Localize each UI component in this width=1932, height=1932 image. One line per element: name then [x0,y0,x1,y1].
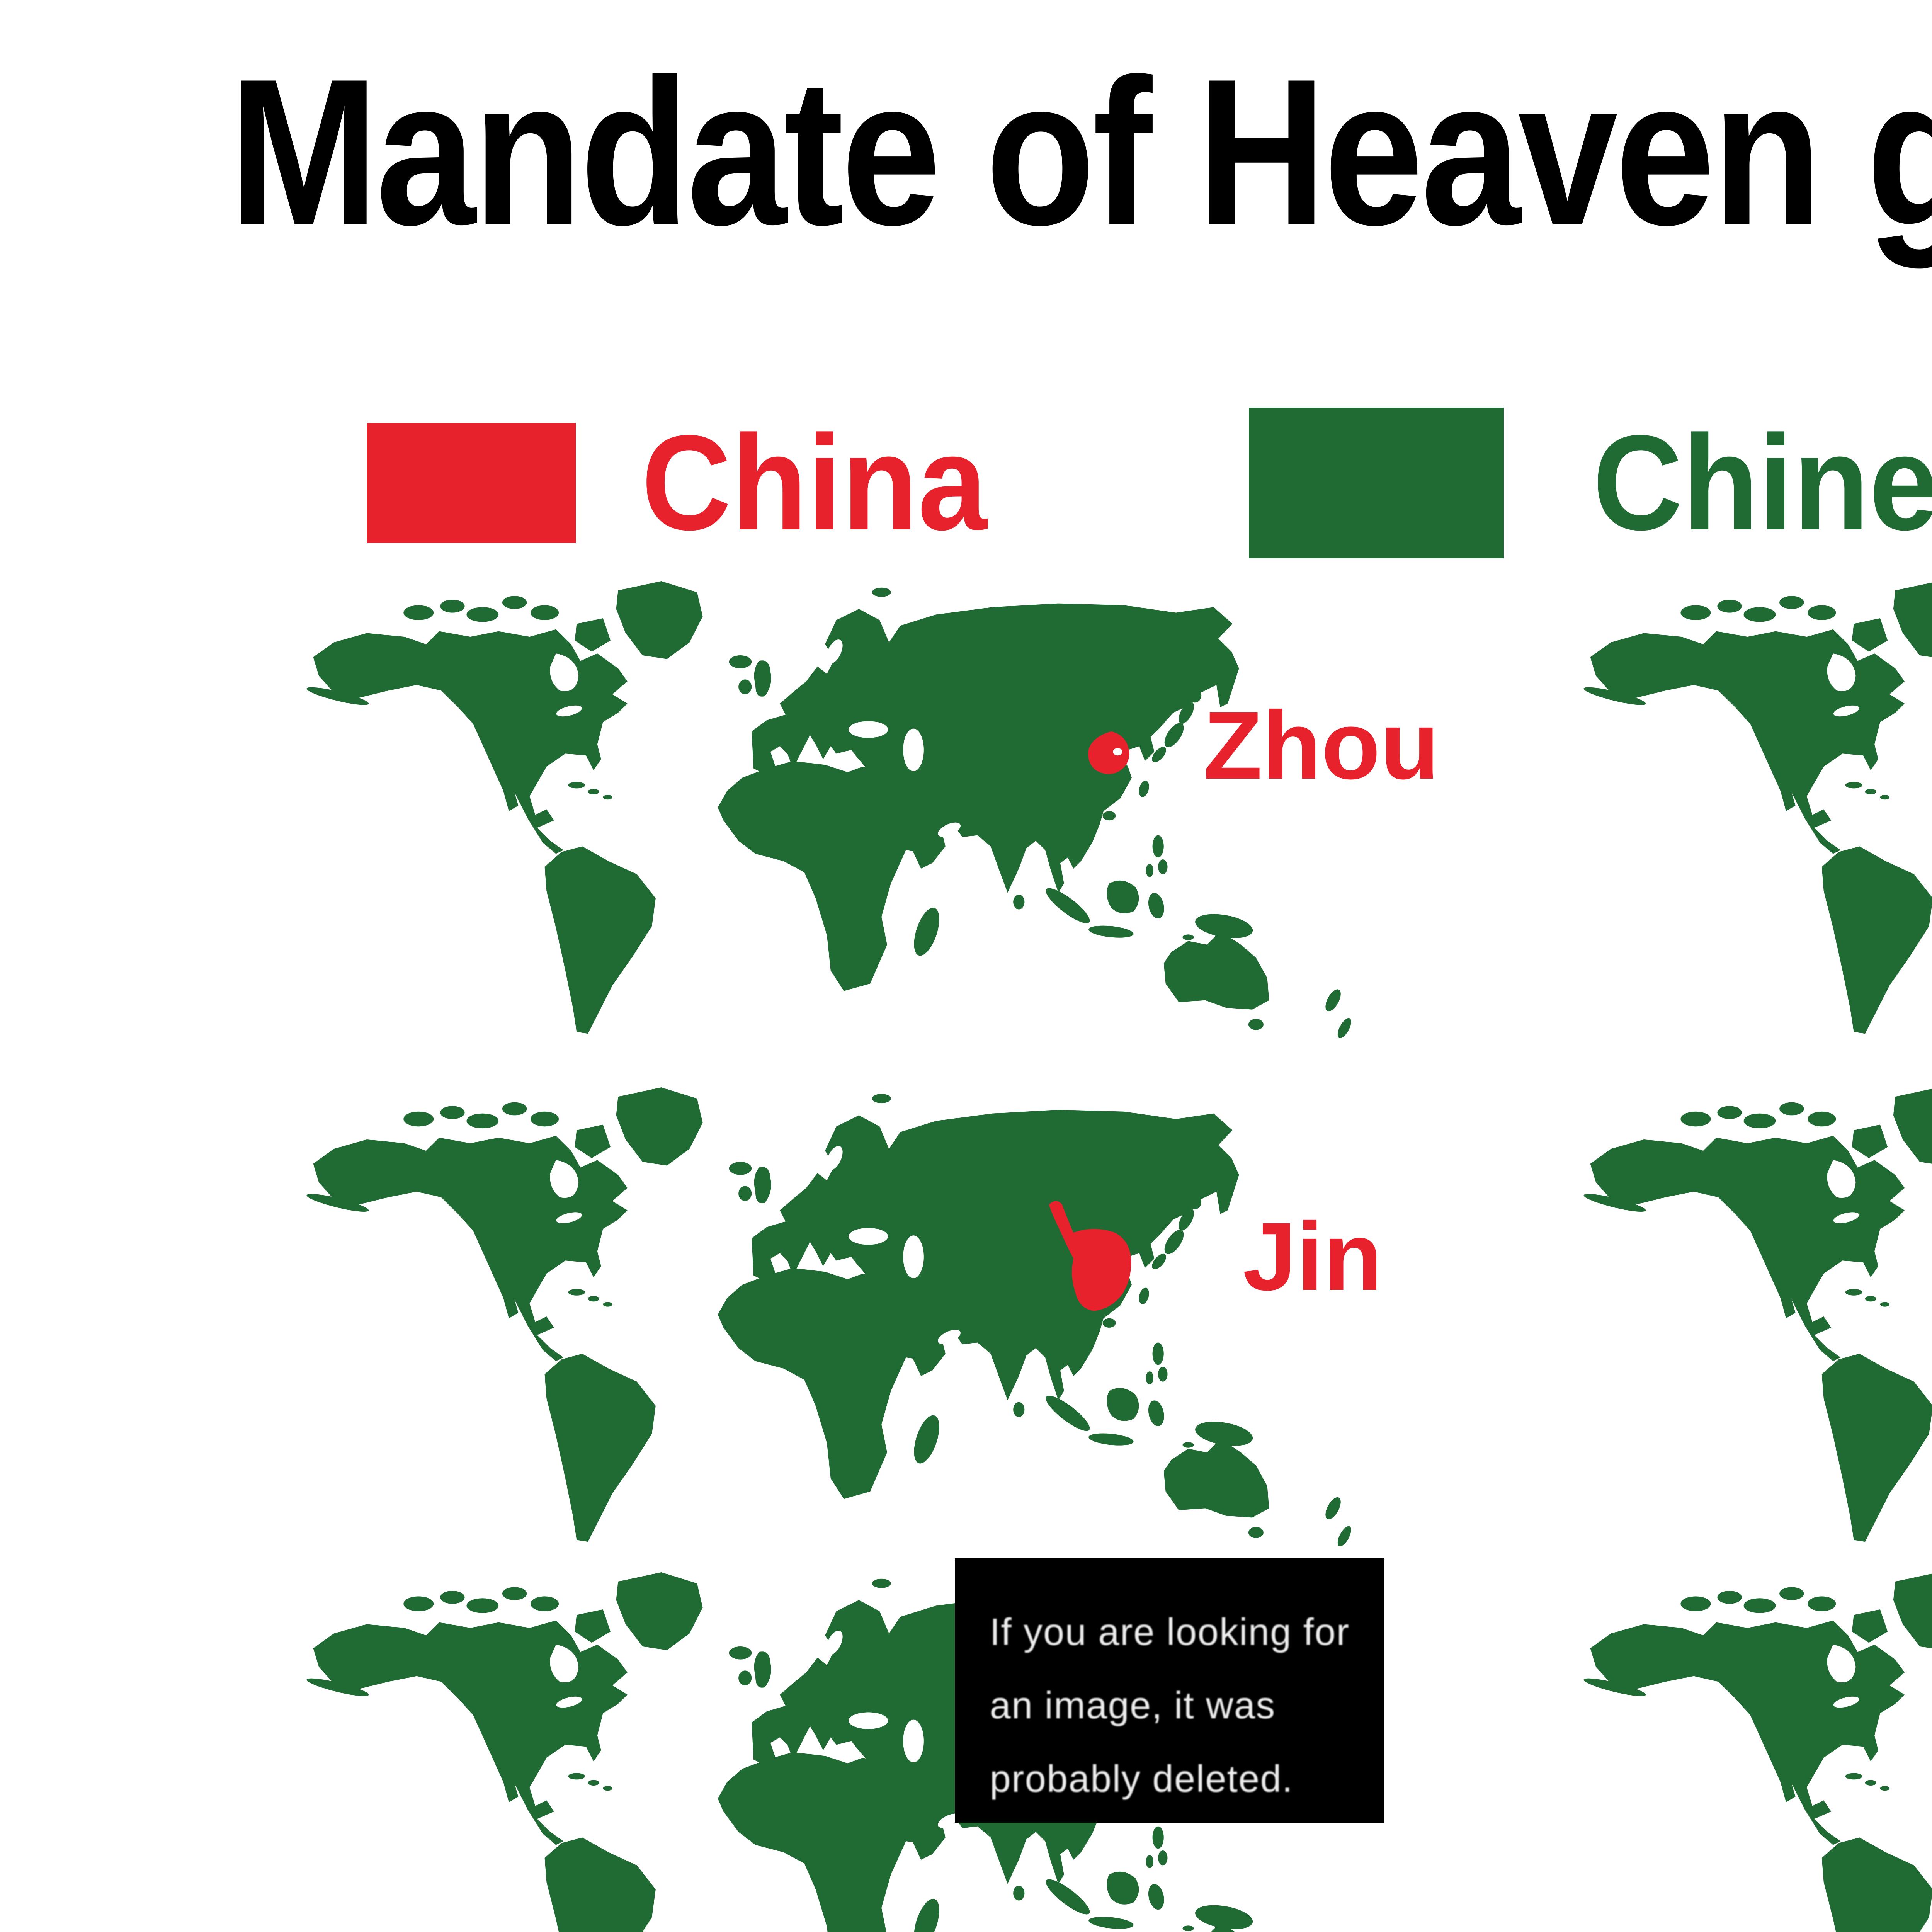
page-title: Mandate of Heaven goes brrr [229,36,1932,269]
map-cell-zhou: Zhou [277,572,1439,1040]
legend: China Chinese Vassals [367,406,1932,560]
dynasty-label-jin: Jin [1243,1202,1383,1311]
china-territory-zhou [1088,731,1129,774]
world-map [1582,581,1932,1040]
map-cell-tang: Tang [1554,1078,1932,1548]
world-map [305,581,1354,1040]
map-cell-han: Han [1554,572,1932,1040]
deleted-image-placeholder: If you are looking for an image, it was … [955,1558,1384,1823]
map-cell-song-deleted: If you are looking for an image, it was … [277,1558,1406,1932]
world-map [1582,1572,1932,1932]
legend-china-label: China [641,407,987,558]
dynasty-label-zhou: Zhou [1203,691,1439,799]
placeholder-line: If you are looking for [990,1611,1350,1653]
world-map [305,1087,1354,1548]
china-territory-jin [1049,1201,1131,1311]
placeholder-line: probably deleted. [990,1757,1294,1800]
map-cell-yuan: Yuan [1554,1563,1932,1932]
legend-china-swatch [367,423,576,543]
legend-vassals-label: Chinese Vassals [1593,407,1932,558]
world-map [1582,1087,1932,1548]
legend-vassals-swatch [1249,408,1504,558]
placeholder-line: an image, it was [990,1684,1276,1726]
map-cell-jin: Jin [277,1078,1406,1548]
